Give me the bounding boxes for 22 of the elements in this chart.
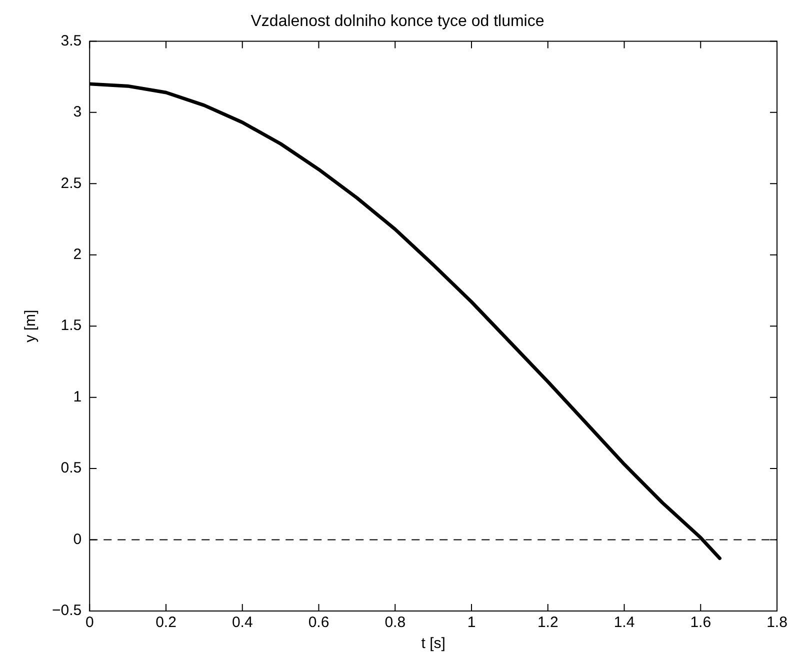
y-tick-label: 3.5	[60, 32, 82, 50]
x-tick-label: 0	[85, 614, 94, 632]
y-tick-label: −0.5	[52, 602, 82, 620]
y-tick-label: 2	[73, 246, 82, 264]
y-axis-title: y [m]	[22, 310, 40, 342]
chart-title: Vzdalenost dolniho konce tyce od tlumice	[250, 13, 544, 30]
y-tick-label: 0.5	[60, 460, 82, 477]
y-tick-label: 3	[73, 104, 82, 121]
y-tick-label: 1	[73, 388, 82, 406]
x-tick-label: 1.6	[690, 614, 712, 632]
x-tick-label: 0.8	[384, 614, 406, 632]
x-axis-title: t [s]	[421, 635, 446, 652]
y-tick-label: 1.5	[60, 317, 82, 334]
x-tick-label: 0.2	[156, 614, 176, 632]
x-tick-label: 0.6	[308, 614, 330, 632]
x-tick-label: 0.4	[232, 614, 253, 632]
y-tick-label: 2.5	[60, 174, 82, 192]
y-tick-label: 0	[73, 530, 82, 548]
x-tick-label: 1.2	[537, 614, 558, 632]
x-tick-label: 1	[467, 614, 476, 632]
x-tick-label: 1.8	[766, 614, 788, 632]
x-tick-label: 1.4	[614, 614, 635, 632]
